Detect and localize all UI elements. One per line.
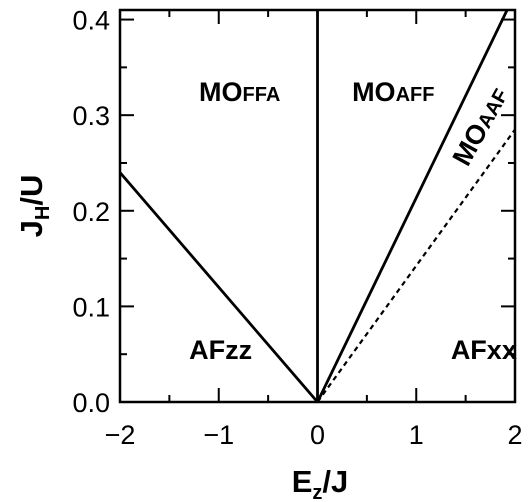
phase-boundary-lines	[118, 9, 516, 403]
y-tick-label: 0.0	[72, 388, 110, 418]
region-label: AFxx	[451, 335, 517, 365]
y-axis-title-sub: H	[32, 206, 54, 220]
region-label-main: AFzz	[189, 335, 252, 365]
y-axis-title-rest: /U	[14, 175, 49, 206]
region-label-main: MO	[199, 77, 243, 107]
y-tick-label: 0.2	[72, 197, 110, 227]
y-axis-title-main: J	[14, 220, 49, 237]
x-tick-label: 0	[310, 420, 325, 450]
x-axis-title-rest: /J	[322, 464, 348, 499]
dashed-boundary-line	[316, 128, 516, 403]
region-label-main: MO	[352, 77, 396, 107]
y-axis-title: JH/U	[14, 175, 54, 238]
x-axis-title-main: E	[292, 464, 313, 499]
x-tick-label: 1	[409, 420, 424, 450]
region-label-main: AFxx	[451, 335, 517, 365]
y-tick-label: 0.3	[72, 101, 110, 131]
x-tick-label: 2	[507, 420, 522, 450]
y-tick-label: 0.1	[72, 292, 110, 322]
x-axis-title-sub: z	[312, 482, 322, 502]
region-label: AFzz	[189, 335, 252, 365]
y-tick-label: 0.4	[72, 6, 110, 36]
x-axis-title: Ez/J	[292, 464, 349, 502]
tick-labels: −2 −1 0 1 2 0.0 0.1 0.2 0.3 0.4	[72, 6, 522, 450]
solid-boundary-line	[316, 9, 509, 403]
region-label: MOAFF	[352, 77, 434, 107]
region-label-suffix: AAF	[474, 86, 513, 133]
x-tick-label: −2	[105, 420, 136, 450]
region-label: MOFFA	[199, 77, 280, 107]
solid-boundary-line	[118, 171, 319, 403]
region-label-suffix: FFA	[243, 84, 281, 106]
x-tick-label: −1	[203, 420, 234, 450]
region-label: MOAAF	[447, 82, 514, 171]
region-label-suffix: AFF	[396, 84, 435, 106]
